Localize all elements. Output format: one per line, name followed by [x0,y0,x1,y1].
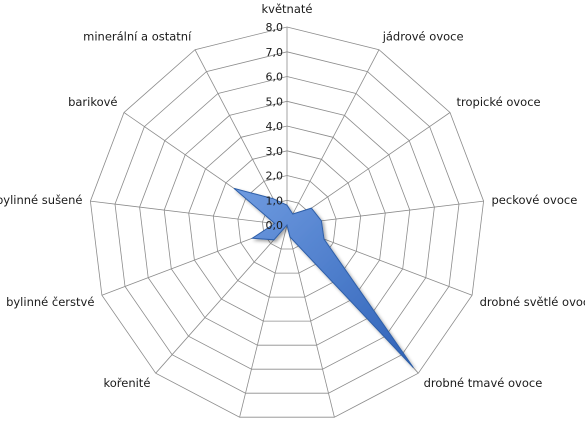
grid-ring [188,125,386,322]
series-area [233,187,414,368]
tick-label: 0,0 [266,219,284,232]
category-label: bylinné čerstvé [6,295,94,309]
grid-spoke [286,49,380,226]
category-label: bylinné sušené [0,193,83,207]
category-label: květnaté [262,2,313,16]
grid-spoke [286,112,451,226]
tick-label: 8,0 [266,21,284,34]
category-label: kořenité [103,376,150,390]
category-label: drobné tmavé ovoce [424,376,543,390]
grid-ring [114,51,460,394]
grid-spoke [155,224,288,374]
category-label: tropické ovoce [457,95,541,109]
tick-label: 7,0 [266,46,284,59]
tick-label: 6,0 [266,71,284,84]
tick-label: 5,0 [266,95,284,108]
tick-label: 4,0 [266,120,284,133]
tick-labels: 0,0 1,0 2,0 3,0 4,0 5,0 6,0 7,0 8,0 [266,21,284,232]
grid-ring [139,76,435,370]
grid-spoke [286,224,335,418]
grid-spoke [90,200,288,226]
grid-spoke [239,224,288,418]
tick-label: 3,0 [266,145,284,158]
category-label: minerální a ostatní [83,30,192,44]
tick-label: 1,0 [266,194,284,207]
category-label: drobné světlé ovoce [480,295,585,309]
tick-label: 2,0 [266,170,284,183]
grid-ring [89,26,485,418]
grid-ring [237,175,337,274]
grid-ring [163,100,411,346]
category-label: barikové [68,95,117,109]
series-layer [233,187,414,368]
grid-ring [212,150,362,298]
category-label: jádrové ovoce [382,30,464,44]
grid-spoke [194,49,288,226]
category-label: peckové ovoce [492,193,578,207]
